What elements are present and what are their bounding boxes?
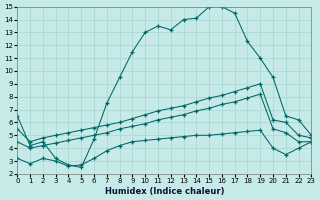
X-axis label: Humidex (Indice chaleur): Humidex (Indice chaleur)	[105, 187, 224, 196]
